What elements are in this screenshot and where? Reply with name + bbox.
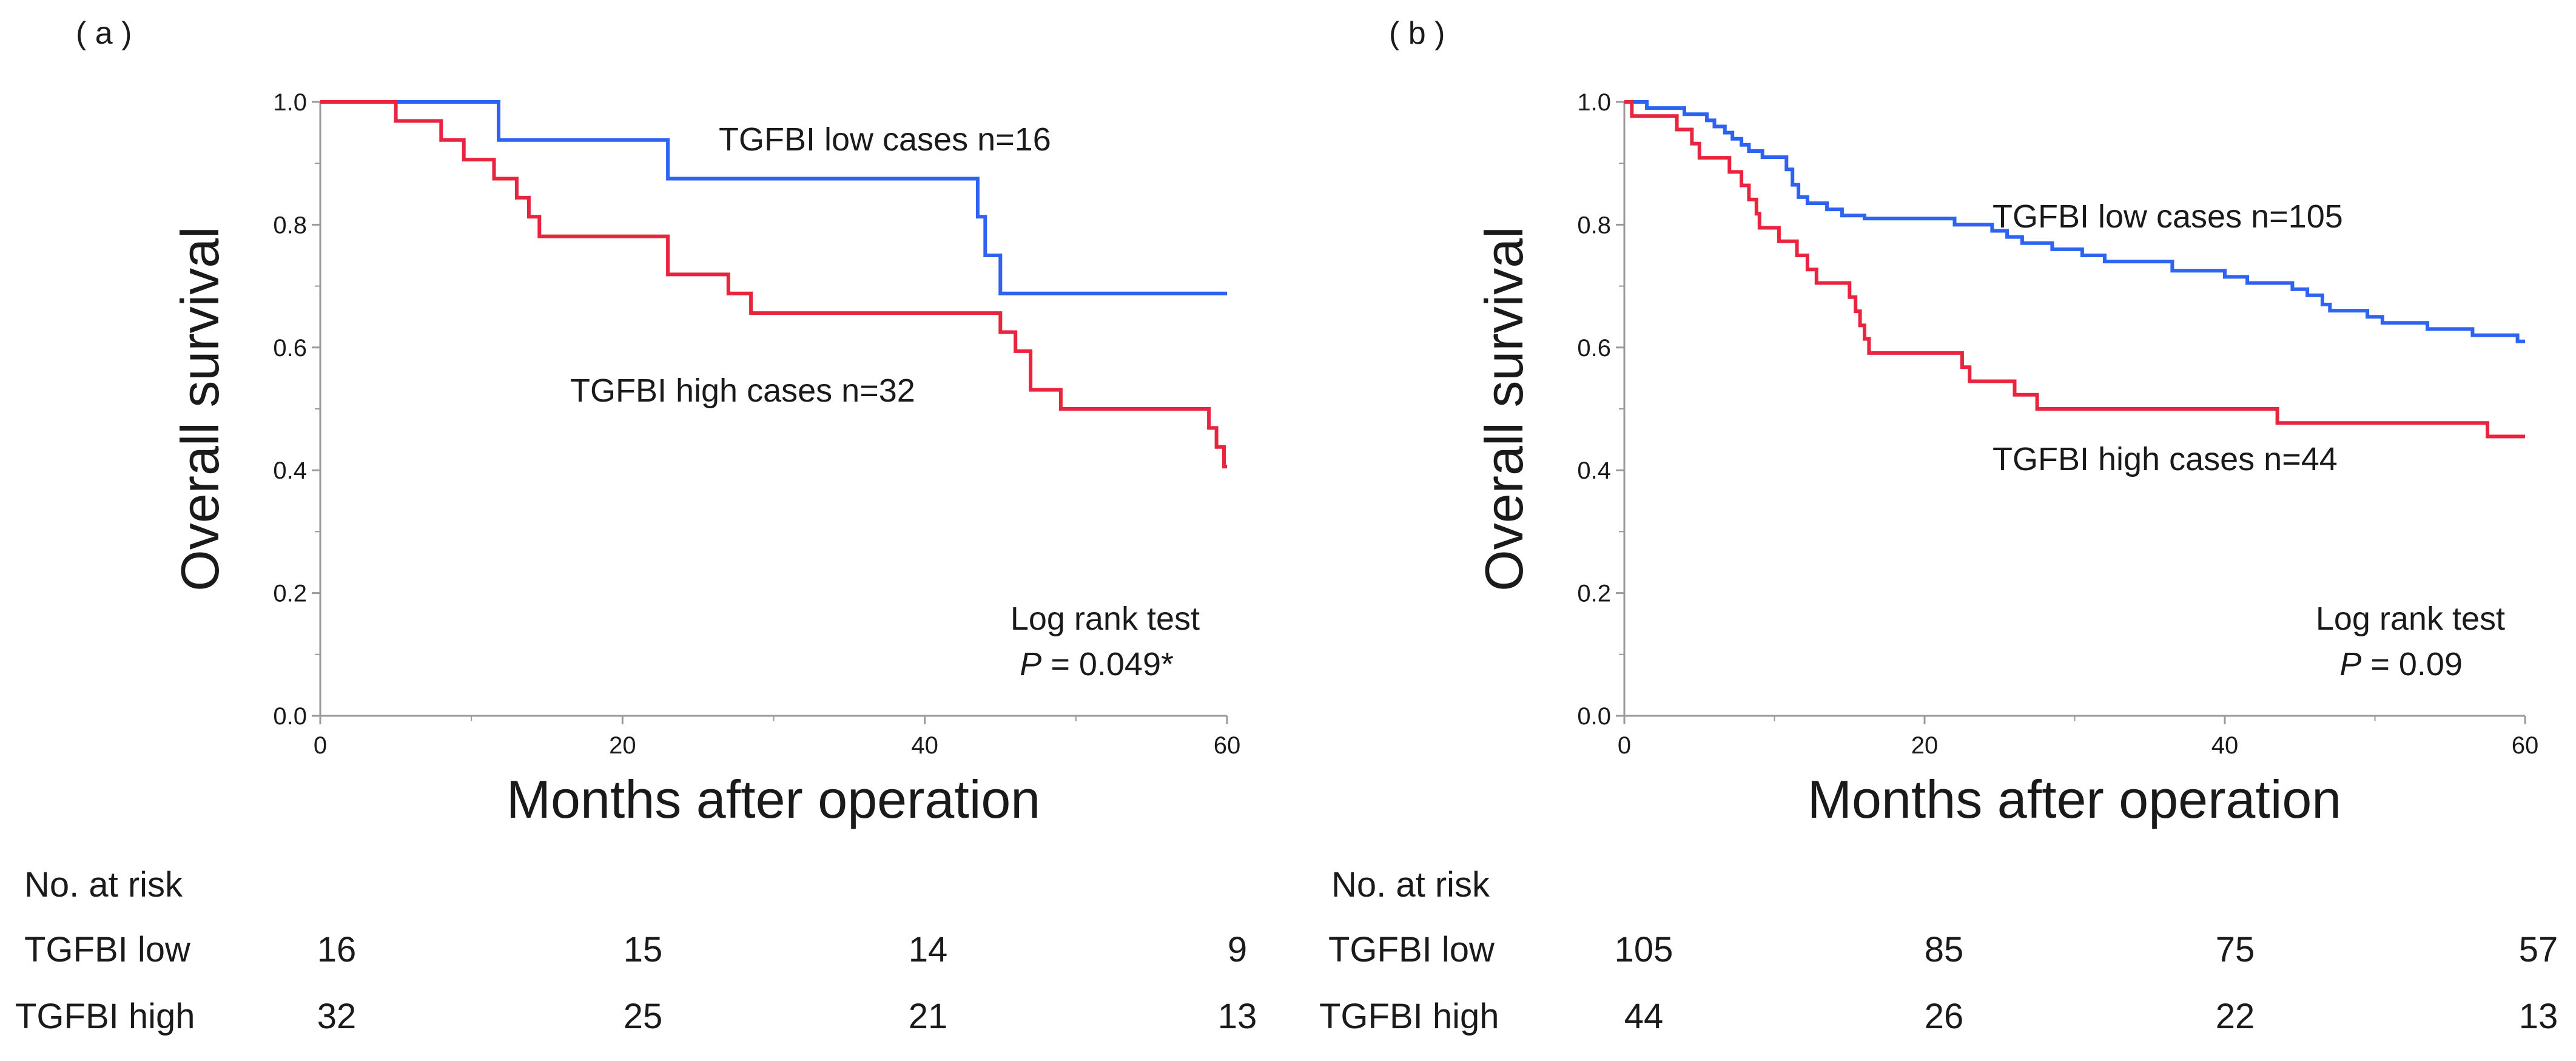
panel-a-p-number: = 0.049* [1041,646,1174,682]
panel-a-low-series-label: TGFBI low cases n=16 [719,121,1051,158]
y-tick-label: 1.0 [1577,89,1611,116]
risk-cell: 26 [1925,997,1964,1036]
low-expression-survival-curve [1624,100,2525,343]
panel-a-risk-table: No. at risk TGFBI low TGFBI high 16 15 1… [15,865,1257,1036]
y-tick-label: 0.8 [1577,212,1611,238]
panel-b-p-number: = 0.09 [2361,646,2463,682]
risk-cell: 75 [2216,930,2255,969]
x-tick-label: 20 [609,732,636,759]
panel-a-x-ticks: 0 20 40 60 [314,716,1240,759]
risk-cell: 44 [1624,997,1664,1036]
low-expression-survival-curve [320,100,1227,295]
risk-cell: 105 [1615,930,1673,969]
panel-a-series [320,100,1227,469]
panel-b-label: ( b ) [1389,16,1445,51]
x-tick-label: 60 [1214,732,1241,759]
panel-b-risk-title: No. at risk [1331,865,1490,904]
panel-b-p-value: P = 0.09 [2339,646,2463,682]
panel-b: ( b ) 0.0 0.2 0.4 0.6 0.8 1.0 0 20 40 60 Overall… [1319,16,2558,1036]
panel-a-y-ticks: 0.0 0.2 0.4 0.6 0.8 1.0 [273,89,320,730]
y-tick-label: 0.8 [273,212,307,238]
risk-cell: 13 [2519,997,2558,1036]
risk-cell: 16 [317,930,357,969]
panel-a-risk-row-high-label: TGFBI high [15,997,195,1036]
y-tick-label: 1.0 [273,89,307,116]
risk-cell: 22 [2216,997,2255,1036]
y-tick-label: 0.2 [1577,581,1611,607]
x-tick-label: 0 [1618,732,1631,759]
panel-b-y-axis-title: Overall survival [1474,226,1534,591]
high-expression-survival-curve [320,100,1227,469]
y-tick-label: 0.2 [273,581,307,607]
y-tick-label: 0.0 [1577,703,1611,730]
panel-b-series [1624,100,2525,439]
panel-a-risk-title: No. at risk [24,865,183,904]
panel-a-risk-row-low-label: TGFBI low [24,930,191,969]
high-expression-survival-curve [1624,100,2525,439]
panel-a-p-value: P = 0.049* [1020,646,1174,682]
panel-a-y-axis-title: Overall survival [170,226,230,591]
risk-cell: 9 [1228,930,1247,969]
panel-b-x-ticks: 0 20 40 60 [1618,716,2538,759]
risk-cell: 32 [317,997,357,1036]
risk-cell: 21 [909,997,948,1036]
risk-cell: 25 [624,997,663,1036]
y-tick-label: 0.4 [1577,457,1611,484]
panel-a-high-series-label: TGFBI high cases n=32 [570,372,915,409]
risk-cell: 57 [2519,930,2558,969]
panel-b-x-axis-title: Months after operation [1808,769,2342,829]
risk-cell: 13 [1218,997,1257,1036]
panel-b-y-ticks: 0.0 0.2 0.4 0.6 0.8 1.0 [1577,89,1624,730]
y-tick-label: 0.0 [273,703,307,730]
panel-a-label: ( a ) [76,16,132,51]
risk-cell: 85 [1925,930,1964,969]
panel-b-test-title: Log rank test [2316,601,2505,637]
panel-b-risk-row-low-label: TGFBI low [1328,930,1495,969]
panel-a-p-symbol: P [1020,646,1041,682]
y-tick-label: 0.6 [273,335,307,362]
y-tick-label: 0.6 [1577,335,1611,362]
panel-b-risk-row-high-label: TGFBI high [1319,997,1499,1036]
panel-b-p-symbol: P [2339,646,2361,682]
panel-b-low-series-label: TGFBI low cases n=105 [1993,198,2343,235]
x-tick-label: 20 [1911,732,1939,759]
risk-cell: 14 [909,930,948,969]
risk-cell: 15 [624,930,663,969]
x-tick-label: 0 [314,732,327,759]
x-tick-label: 40 [911,732,938,759]
y-tick-label: 0.4 [273,457,307,484]
x-tick-label: 40 [2211,732,2239,759]
x-tick-label: 60 [2512,732,2539,759]
panel-b-risk-table: No. at risk TGFBI low TGFBI high 105 85 … [1319,865,2558,1036]
panel-a-x-axis-title: Months after operation [506,769,1041,829]
panel-a-test-title: Log rank test [1011,601,1200,637]
panel-b-high-series-label: TGFBI high cases n=44 [1993,441,2338,477]
panel-a: ( a ) 0.0 0.2 0.4 0.6 0.8 1.0 0 20 40 60 Overall… [15,16,1257,1036]
